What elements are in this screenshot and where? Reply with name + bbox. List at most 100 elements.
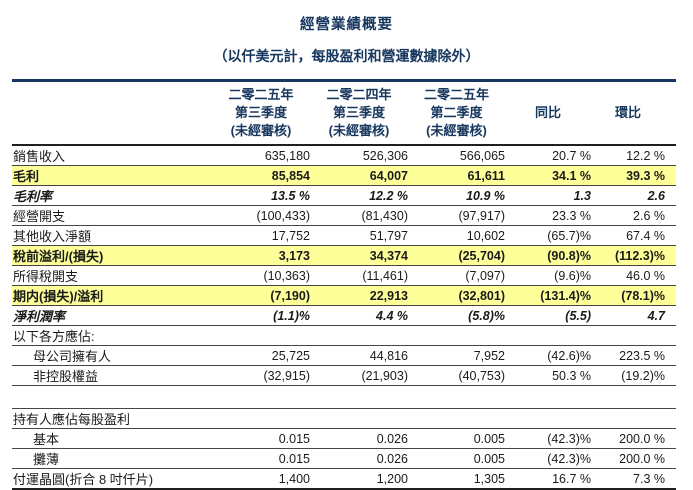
cell-value: 17,752 <box>212 225 310 246</box>
page-subtitle: （以仟美元計，每股盈利和營運數據除外） <box>213 48 480 64</box>
cell-value: 12.2 % <box>591 145 676 166</box>
cell-value: 0.026 <box>310 428 408 449</box>
cell-value: 4.4 % <box>310 305 408 326</box>
table-row: 所得稅開支 (10,363) (11,461) (7,097) (9.6)% 4… <box>12 265 676 286</box>
column-header-yoy: 同比 <box>505 80 591 146</box>
cell-value: 85,854 <box>212 165 310 186</box>
cell-value <box>310 408 408 429</box>
cell-value: 12.2 % <box>310 185 408 206</box>
spacer-cell <box>12 385 676 409</box>
cell-value: 200.0 % <box>591 448 676 469</box>
row-label: 基本 <box>12 428 212 449</box>
table-row: 毛利 85,854 64,007 61,611 34.1 % 39.3 % <box>12 165 676 186</box>
cell-value: (11,461) <box>310 265 408 286</box>
row-label: 毛利 <box>12 165 212 186</box>
cell-value: 223.5 % <box>591 345 676 366</box>
cell-value: 1.3 <box>505 185 591 206</box>
cell-value: 2.6 % <box>591 205 676 226</box>
cell-value: (1.1)% <box>212 305 310 326</box>
row-label: 攤薄 <box>12 448 212 469</box>
row-label: 稅前溢利/(損失) <box>12 245 212 266</box>
row-label: 期内(損失)/溢利 <box>12 285 212 306</box>
cell-value: 1,400 <box>212 468 310 490</box>
cell-value: 7,952 <box>408 345 505 366</box>
column-header-q3-2024: 二零二四年 第三季度 (未經審核) <box>310 80 408 146</box>
cell-value <box>212 325 310 346</box>
cell-value: 200.0 % <box>591 428 676 449</box>
cell-value <box>212 408 310 429</box>
cell-value: 13.5 % <box>212 185 310 206</box>
cell-value: 0.026 <box>310 448 408 469</box>
row-label: 母公司擁有人 <box>12 345 212 366</box>
cell-value: (42.3)% <box>505 448 591 469</box>
header-empty <box>12 80 212 146</box>
header-row: 二零二五年 第三季度 (未經審核) 二零二四年 第三季度 (未經審核) 二零二五… <box>12 80 676 146</box>
table-row: 基本 0.015 0.026 0.005 (42.3)% 200.0 % <box>12 428 676 449</box>
table-row: 母公司擁有人 25,725 44,816 7,952 (42.6)% 223.5… <box>12 345 676 366</box>
cell-value: 23.3 % <box>505 205 591 226</box>
cell-value: 16.7 % <box>505 468 591 490</box>
cell-value: 4.7 <box>591 305 676 326</box>
cell-value <box>591 408 676 429</box>
table-row: 付運晶圓(折合 8 吋仟片) 1,400 1,200 1,305 16.7 % … <box>12 468 676 490</box>
cell-value <box>591 325 676 346</box>
table-row: 毛利率 13.5 % 12.2 % 10.9 % 1.3 2.6 <box>12 185 676 206</box>
cell-value: 0.015 <box>212 428 310 449</box>
cell-value: 44,816 <box>310 345 408 366</box>
results-table: 二零二五年 第三季度 (未經審核) 二零二四年 第三季度 (未經審核) 二零二五… <box>12 79 676 490</box>
table-row: 淨利潤率 (1.1)% 4.4 % (5.8)% (5.5) 4.7 <box>12 305 676 326</box>
page-title: 經營業績概要 <box>300 17 393 33</box>
cell-value: 64,007 <box>310 165 408 186</box>
cell-value: 1,305 <box>408 468 505 490</box>
cell-value: 51,797 <box>310 225 408 246</box>
report-header: 經營業績概要 （以仟美元計，每股盈利和營運數據除外） <box>0 0 693 66</box>
cell-value: (10,363) <box>212 265 310 286</box>
cell-value <box>310 325 408 346</box>
cell-value: (42.6)% <box>505 345 591 366</box>
row-label: 淨利潤率 <box>12 305 212 326</box>
column-header-q2-2025: 二零二五年 第二季度 (未經審核) <box>408 80 505 146</box>
cell-value: (9.6)% <box>505 265 591 286</box>
cell-value <box>505 408 591 429</box>
table-row: 銷售收入 635,180 526,306 566,065 20.7 % 12.2… <box>12 145 676 166</box>
cell-value: 20.7 % <box>505 145 591 166</box>
cell-value: 0.005 <box>408 428 505 449</box>
cell-value: (21,903) <box>310 365 408 386</box>
cell-value: (5.8)% <box>408 305 505 326</box>
cell-value: 2.6 <box>591 185 676 206</box>
row-label: 非控股權益 <box>12 365 212 386</box>
cell-value: 3,173 <box>212 245 310 266</box>
cell-value: 25,725 <box>212 345 310 366</box>
cell-value <box>505 325 591 346</box>
spacer-row <box>12 385 676 409</box>
cell-value: (19.2)% <box>591 365 676 386</box>
cell-value: (112.3)% <box>591 245 676 266</box>
cell-value: (97,917) <box>408 205 505 226</box>
table-row: 非控股權益 (32,915) (21,903) (40,753) 50.3 % … <box>12 365 676 386</box>
row-label: 經營開支 <box>12 205 212 226</box>
cell-value <box>408 325 505 346</box>
table-row: 持有人應佔每股盈利 <box>12 408 676 429</box>
cell-value: (81,430) <box>310 205 408 226</box>
cell-value: 10.9 % <box>408 185 505 206</box>
cell-value: 635,180 <box>212 145 310 166</box>
cell-value: 566,065 <box>408 145 505 166</box>
cell-value: (25,704) <box>408 245 505 266</box>
row-label: 銷售收入 <box>12 145 212 166</box>
row-label: 以下各方應佔: <box>12 325 212 346</box>
cell-value: 39.3 % <box>591 165 676 186</box>
cell-value: (32,915) <box>212 365 310 386</box>
column-header-q3-2025: 二零二五年 第三季度 (未經審核) <box>212 80 310 146</box>
cell-value: 46.0 % <box>591 265 676 286</box>
cell-value: 0.015 <box>212 448 310 469</box>
cell-value: 34,374 <box>310 245 408 266</box>
table-row: 其他收入淨額 17,752 51,797 10,602 (65.7)% 67.4… <box>12 225 676 246</box>
table-row: 以下各方應佔: <box>12 325 676 346</box>
cell-value: 22,913 <box>310 285 408 306</box>
row-label: 所得稅開支 <box>12 265 212 286</box>
cell-value: (42.3)% <box>505 428 591 449</box>
cell-value: (32,801) <box>408 285 505 306</box>
cell-value: 50.3 % <box>505 365 591 386</box>
cell-value: 34.1 % <box>505 165 591 186</box>
table-row: 攤薄 0.015 0.026 0.005 (42.3)% 200.0 % <box>12 448 676 469</box>
